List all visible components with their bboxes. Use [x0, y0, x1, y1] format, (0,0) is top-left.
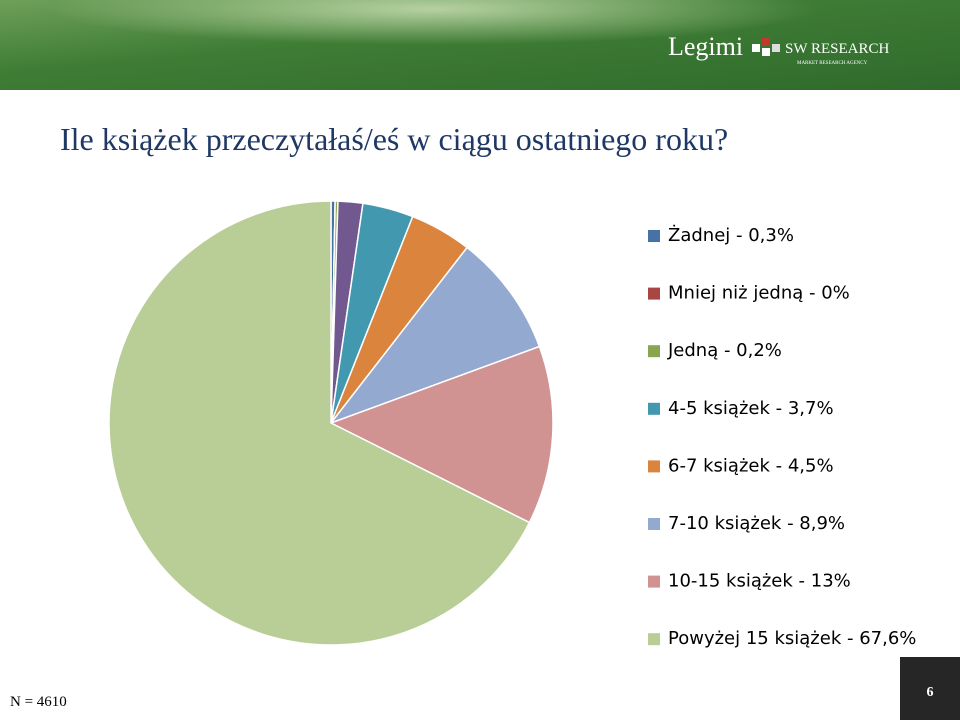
- chart-title: Ile książek przeczytałaś/eś w ciągu osta…: [60, 121, 728, 157]
- pie: [108, 200, 554, 646]
- logo-legimi: Legimi: [668, 32, 743, 61]
- legend-swatch: [648, 575, 660, 588]
- pie-slice: [108, 200, 531, 646]
- footnote: N = 4610: [10, 694, 67, 710]
- legend-label: Jedną - 0,2%: [667, 340, 782, 361]
- page-number: 6: [927, 685, 934, 700]
- legend-swatch: [648, 230, 660, 242]
- legend-swatch: [648, 402, 660, 415]
- logo-sw-sub: MARKET RESEARCH AGENCY: [797, 61, 868, 66]
- logo-sw: SW RESEARCH: [785, 41, 889, 57]
- legend-label: 6-7 książek - 4,5%: [668, 455, 834, 476]
- pie-slice: [328, 246, 541, 425]
- legend-label: 7-10 książek - 8,9%: [668, 513, 845, 534]
- legend-label: Żadnej - 0,3%: [668, 225, 794, 246]
- legend-label: Mniej niż jedną - 0%: [668, 283, 850, 304]
- page-number-box: [900, 657, 960, 720]
- legend-swatch: [648, 518, 660, 530]
- legend-swatch: [648, 633, 660, 646]
- legend-label: Powyżej 15 książek - 67,6%: [668, 628, 916, 649]
- legend-swatch: [648, 460, 660, 473]
- legend-swatch: [648, 287, 660, 300]
- header-glow: [0, 0, 960, 90]
- logo-sw-mark: [752, 38, 780, 56]
- pie-slice: [329, 345, 554, 524]
- legend-swatch: [648, 345, 660, 358]
- legend: Żadnej - 0,3% Mniej niż jedną - 0% Jedną -…: [648, 225, 916, 649]
- legend-label: 4-5 książek - 3,7%: [668, 398, 834, 419]
- legend-label: 10-15 książek - 13%: [668, 571, 851, 592]
